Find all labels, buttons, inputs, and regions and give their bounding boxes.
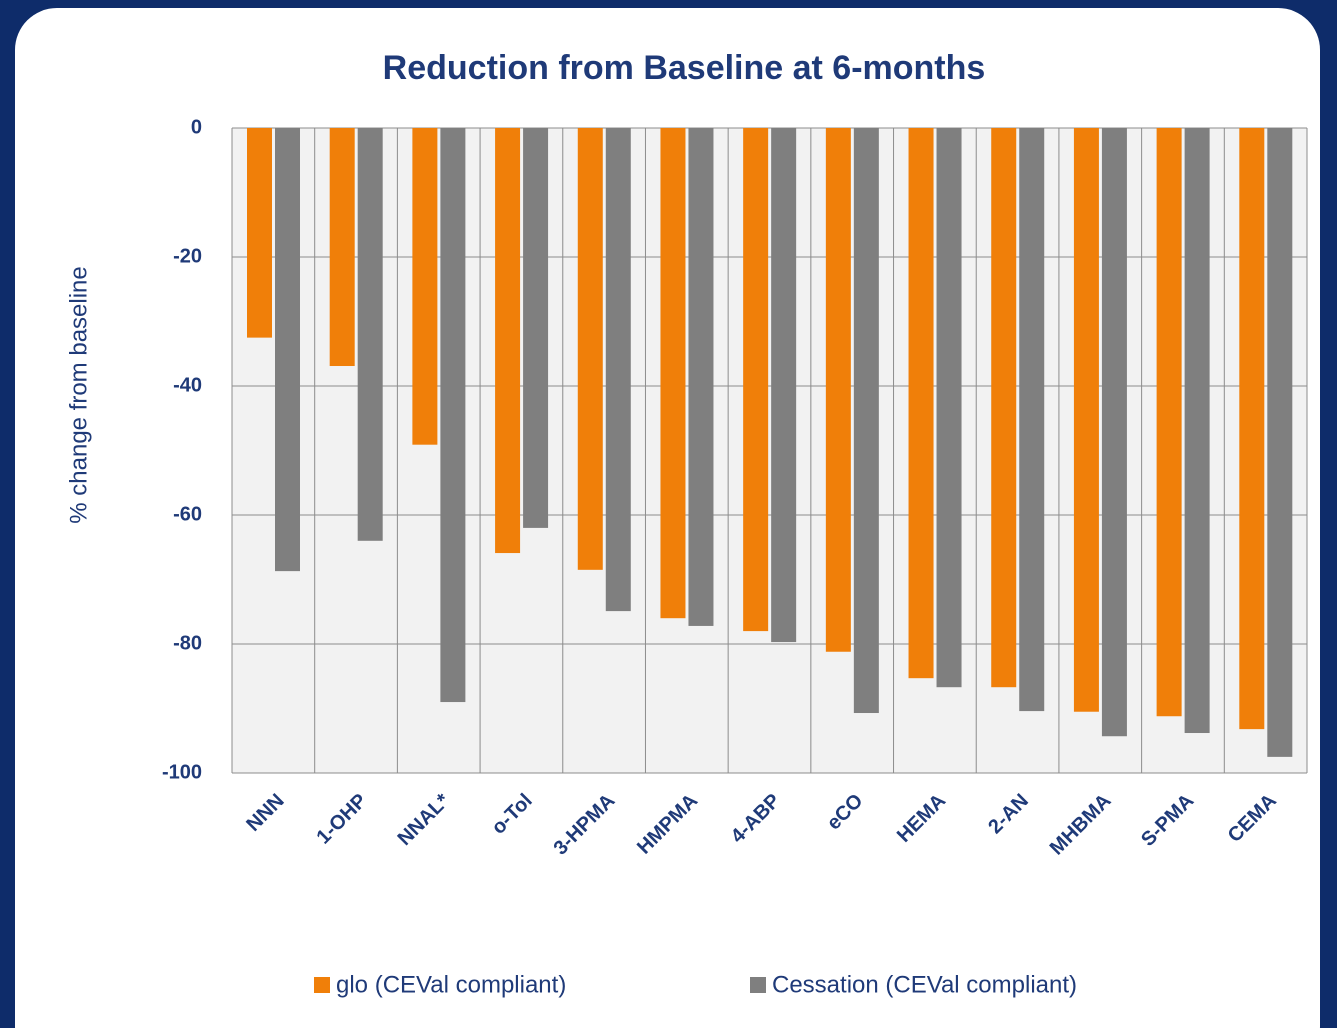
bar (908, 128, 934, 679)
bar (357, 128, 383, 541)
bar (329, 128, 355, 367)
bar (853, 128, 879, 714)
bar (1101, 128, 1127, 737)
bar (523, 128, 549, 528)
y-tick-label: -100 (162, 761, 202, 783)
bar (275, 128, 300, 572)
plot-area (232, 128, 1307, 773)
bar (495, 128, 521, 554)
bar (1073, 128, 1099, 712)
legend-label: Cessation (CEVal compliant) (772, 971, 1077, 998)
bar (247, 128, 272, 338)
bar (1156, 128, 1182, 717)
legend-swatch (314, 977, 330, 993)
bar (440, 128, 466, 703)
bar (743, 128, 769, 632)
bar (1184, 128, 1210, 734)
bar (605, 128, 631, 612)
legend-label: glo (CEVal compliant) (336, 971, 566, 998)
bar (771, 128, 797, 643)
y-tick-label: -20 (173, 245, 202, 267)
y-tick-label: -80 (173, 632, 202, 654)
bar (660, 128, 686, 619)
y-tick-label: -60 (173, 503, 202, 525)
bar (412, 128, 438, 445)
legend-swatch (750, 977, 766, 993)
bar (936, 128, 962, 688)
bar (688, 128, 714, 626)
bar (991, 128, 1017, 688)
y-axis-label: % change from baseline (65, 266, 92, 523)
y-tick-label: 0 (191, 116, 202, 138)
bar (1239, 128, 1265, 730)
bar (825, 128, 851, 652)
chart-title: Reduction from Baseline at 6-months (383, 49, 986, 87)
y-tick-label: -40 (173, 374, 202, 396)
bar (1267, 128, 1293, 757)
bar (577, 128, 603, 570)
bar (1019, 128, 1045, 712)
